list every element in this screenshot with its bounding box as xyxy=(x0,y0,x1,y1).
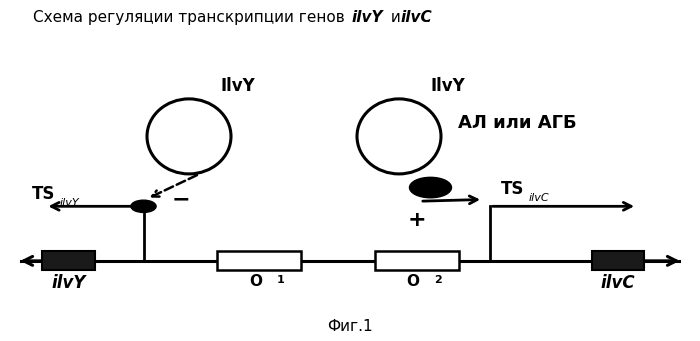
Bar xyxy=(42,252,94,270)
Text: 2: 2 xyxy=(434,276,442,285)
Circle shape xyxy=(131,200,156,212)
Text: ilvY: ilvY xyxy=(60,198,79,208)
Text: −: − xyxy=(172,190,190,209)
Text: и: и xyxy=(386,10,406,25)
Text: O: O xyxy=(249,273,262,288)
Text: 1: 1 xyxy=(276,276,284,285)
Text: IlvY: IlvY xyxy=(430,77,466,95)
Text: O: O xyxy=(407,273,419,288)
Text: Схема регуляции транскрипции генов: Схема регуляции транскрипции генов xyxy=(34,10,350,25)
Bar xyxy=(592,252,644,270)
Text: TS: TS xyxy=(32,186,55,203)
Ellipse shape xyxy=(147,99,231,174)
Text: TS: TS xyxy=(500,180,524,198)
Text: ilvY: ilvY xyxy=(51,273,85,292)
Bar xyxy=(217,252,301,270)
Text: +: + xyxy=(407,210,426,230)
Text: IlvY: IlvY xyxy=(220,77,256,95)
Text: Фиг.1: Фиг.1 xyxy=(327,319,373,334)
Text: ilvC: ilvC xyxy=(400,10,432,25)
Text: ilvC: ilvC xyxy=(528,193,549,203)
Text: ilvC: ilvC xyxy=(601,273,635,292)
Text: .: . xyxy=(426,10,430,25)
Bar xyxy=(374,252,458,270)
Text: ilvY: ilvY xyxy=(351,10,383,25)
Ellipse shape xyxy=(357,99,441,174)
Circle shape xyxy=(410,177,452,198)
Text: АЛ или АГБ: АЛ или АГБ xyxy=(458,114,577,132)
